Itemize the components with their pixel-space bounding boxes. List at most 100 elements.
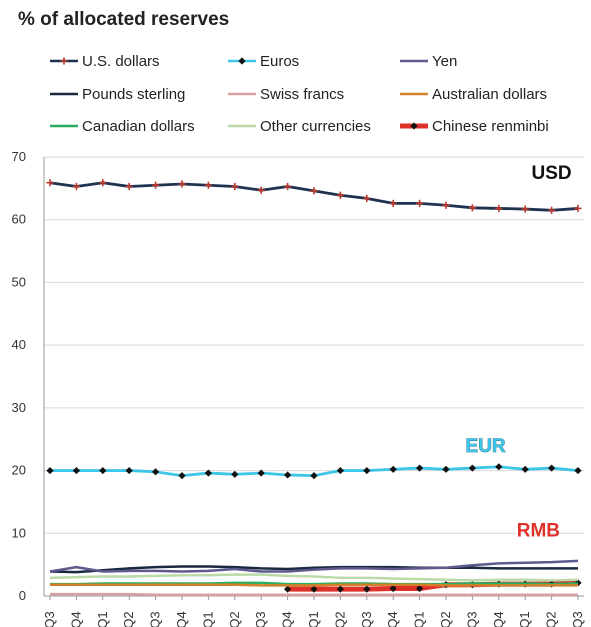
x-tick-label: Q4	[68, 611, 83, 627]
x-tick-label: Q3	[359, 611, 374, 627]
annotation-usd: USD	[532, 163, 572, 184]
series-canadian-dollars	[50, 581, 579, 586]
data-point	[389, 465, 397, 473]
x-tick-label: Q3	[42, 611, 57, 627]
legend-label: Euros	[260, 53, 299, 70]
data-point	[284, 471, 292, 479]
data-point	[416, 464, 424, 472]
legend-marker	[238, 57, 246, 65]
y-tick-label: 40	[12, 337, 26, 352]
x-tick-label: Q4	[280, 611, 295, 627]
data-point	[46, 179, 54, 187]
data-point	[521, 205, 529, 213]
series-pounds-sterling	[49, 565, 578, 574]
y-tick-label: 20	[12, 463, 26, 478]
legend-item: U.S. dollars	[50, 53, 160, 70]
legend-item: Swiss francs	[228, 86, 344, 103]
series-australian-dollars	[50, 583, 578, 587]
data-point	[231, 470, 239, 478]
data-point	[99, 179, 107, 187]
x-tick-label: Q1	[306, 611, 321, 627]
data-point	[416, 584, 424, 593]
chart-title: % of allocated reserves	[18, 9, 229, 30]
legend-item: Chinese renminbi	[400, 118, 549, 135]
data-point	[257, 469, 265, 477]
series-yen	[49, 559, 579, 573]
legend-item: Yen	[400, 53, 457, 70]
x-tick-label: Q3	[253, 611, 268, 627]
legend-label: Canadian dollars	[82, 118, 195, 135]
data-point	[336, 585, 344, 593]
x-tick-label: Q2	[227, 611, 242, 627]
series-group	[46, 179, 582, 596]
annotation-eur: EUR	[466, 436, 506, 457]
x-tick-label: Q1	[200, 611, 215, 627]
y-tick-label: 60	[12, 212, 26, 227]
annotations: USD EUR RMB	[465, 163, 572, 542]
legend-label: Swiss francs	[260, 86, 344, 103]
annotation-rmb: RMB	[517, 520, 560, 541]
series-u-s-dollars	[46, 179, 582, 214]
data-point	[336, 191, 344, 199]
legend-item: Canadian dollars	[50, 118, 195, 135]
series-euros	[46, 463, 582, 480]
data-point	[257, 186, 265, 194]
data-point	[495, 204, 503, 213]
x-tick-label: Q3	[464, 611, 479, 627]
data-point	[442, 465, 450, 473]
series-line	[49, 559, 579, 573]
x-tick-label: Q2	[544, 611, 559, 627]
x-axis: Q3 Q4 Q1 Q2 Q3 Q4 Q1 Q2 Q3 Q4 Q1 Q2 Q3 Q4 Q1 Q2 Q3 Q4 Q1 Q2…	[42, 596, 585, 627]
x-tick-label: Q2	[332, 611, 347, 627]
data-point	[231, 182, 239, 191]
data-point	[178, 471, 186, 480]
data-point	[310, 187, 318, 195]
x-tick-label: Q3	[148, 611, 163, 627]
x-tick-label: Q4	[385, 611, 400, 627]
legend-item: Euros	[228, 53, 299, 70]
legend-label: Pounds sterling	[82, 86, 185, 103]
series-other-currencies	[49, 573, 579, 582]
data-point	[125, 182, 133, 191]
data-point	[574, 466, 582, 475]
data-point	[336, 466, 344, 475]
data-point	[416, 199, 424, 208]
x-tick-label: Q2	[121, 611, 136, 627]
data-point	[495, 463, 503, 471]
data-point	[363, 194, 371, 202]
x-tick-label: Q2	[438, 611, 453, 627]
series-swiss-francs	[50, 592, 578, 596]
data-point	[284, 182, 292, 191]
gridlines	[44, 156, 584, 597]
series-line	[50, 592, 578, 596]
data-point	[468, 204, 476, 212]
x-tick-label: Q4	[491, 611, 506, 627]
data-point	[204, 181, 212, 189]
data-point	[310, 471, 318, 480]
series-line	[49, 565, 578, 574]
y-tick-label: 70	[12, 149, 26, 164]
data-point	[310, 585, 318, 593]
data-point	[204, 469, 212, 477]
data-point	[46, 466, 54, 475]
y-tick-label: 30	[12, 400, 26, 415]
x-tick-label: Q3	[570, 611, 585, 627]
data-point	[521, 465, 529, 473]
y-axis: 0 10 20 30 40 50 60 70	[12, 149, 45, 603]
x-tick-label: Q1	[95, 611, 110, 627]
data-point	[468, 464, 476, 472]
legend-label: Australian dollars	[432, 86, 547, 103]
data-point	[125, 466, 133, 475]
x-tick-label: Q4	[174, 611, 189, 627]
y-tick-label: 10	[12, 525, 26, 540]
data-point	[152, 181, 160, 189]
data-point	[389, 199, 397, 208]
data-point	[99, 466, 107, 475]
data-point	[178, 180, 186, 188]
legend-label: Yen	[432, 53, 457, 70]
series-line	[49, 573, 579, 582]
y-tick-label: 0	[19, 588, 26, 603]
legend-item: Australian dollars	[400, 86, 547, 103]
data-point	[363, 466, 371, 475]
